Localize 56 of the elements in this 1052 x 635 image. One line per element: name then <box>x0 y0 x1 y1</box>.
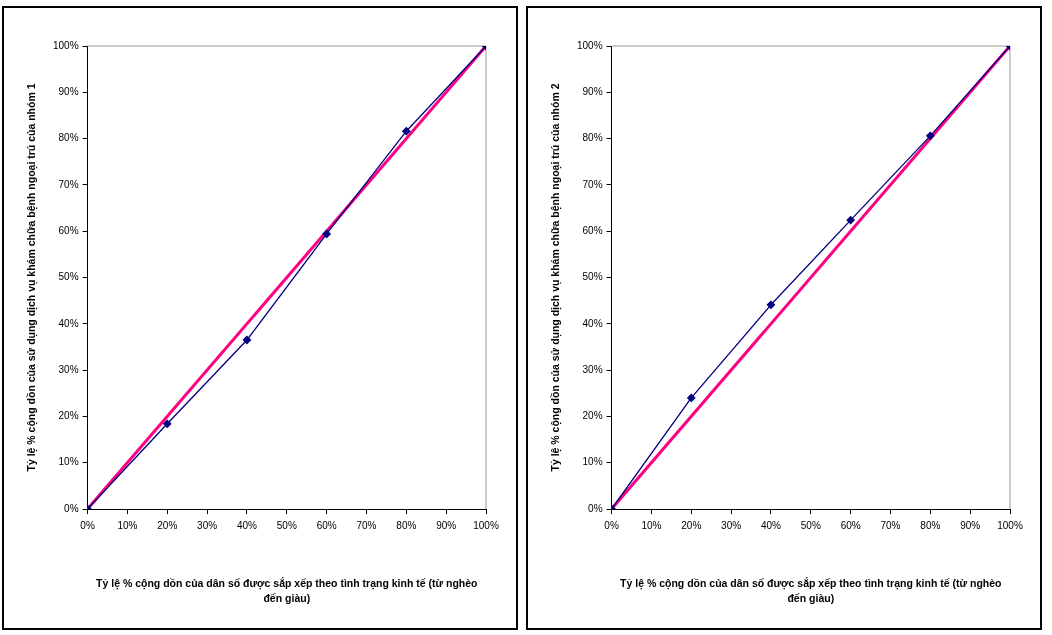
x-tick-label: 20% <box>157 519 178 531</box>
x-tick-label: 60% <box>316 519 337 531</box>
y-tick-label: 40% <box>58 317 79 329</box>
point <box>402 127 411 136</box>
x-tick-label: 80% <box>396 519 417 531</box>
x-tick-label: 70% <box>356 519 377 531</box>
y-tick-label: 40% <box>582 317 603 329</box>
x-tick-label: 60% <box>840 519 861 531</box>
y-tick-label: 60% <box>582 224 603 236</box>
x-axis-title: Tỷ lệ % cộng dồn của dân số được sắp xếp theo tình trạng kinh tế (từ nghèo đến giàu) <box>96 576 478 604</box>
point <box>687 393 696 403</box>
y-tick-label: 70% <box>582 178 603 190</box>
point <box>766 300 776 309</box>
x-axis-title: Tỷ lệ % cộng dồn của dân số được sắp xếp theo tình trạng kinh tế (từ nghèo đến giàu) <box>620 576 1002 604</box>
x-tick-label: 0% <box>604 519 619 531</box>
x-tick-label: 20% <box>681 519 702 531</box>
point <box>242 335 252 345</box>
y-tick-label: 50% <box>58 271 79 283</box>
y-tick-label: 0% <box>64 502 79 514</box>
y-tick-label: 10% <box>58 456 79 468</box>
y-tick-label: 80% <box>58 132 79 144</box>
x-tick-label: 100% <box>997 519 1023 531</box>
x-tick-label: 80% <box>920 519 941 531</box>
y-tick-label: 70% <box>58 178 79 190</box>
point <box>322 229 331 239</box>
point <box>163 419 172 428</box>
x-tick-label: 100% <box>473 519 499 531</box>
y-tick-label: 20% <box>58 410 79 422</box>
y-axis-title: Tỷ lệ % cộng dồn của sử dụng dịch vụ khám chữa bệnh ngoại trú của nhóm 2 <box>548 83 562 472</box>
x-tick-label: 50% <box>276 519 297 531</box>
y-tick-label: 90% <box>582 86 603 98</box>
x-tick-label: 40% <box>760 519 782 531</box>
y-tick-label: 30% <box>58 363 79 375</box>
x-tick-label: 40% <box>236 519 258 531</box>
y-axis-title: Tỷ lệ % cộng dồn của sử dụng dịch vụ khám chữa bệnh ngoại trú của nhóm 1 <box>24 83 38 472</box>
x-tick-label: 70% <box>880 519 901 531</box>
x-tick-label: 90% <box>960 519 981 531</box>
x-tick-label: 10% <box>117 519 138 531</box>
x-tick-label: 0% <box>80 519 95 531</box>
y-tick-label: 90% <box>58 86 79 98</box>
y-tick-label: 0% <box>588 502 603 514</box>
y-tick-label: 20% <box>582 410 603 422</box>
x-tick-label: 30% <box>721 519 742 531</box>
point <box>926 131 935 140</box>
y-tick-label: 30% <box>582 363 603 375</box>
x-tick-label: 30% <box>197 519 218 531</box>
point <box>846 215 855 225</box>
y-tick-label: 100% <box>577 39 603 51</box>
y-tick-label: 80% <box>582 132 603 144</box>
y-tick-label: 10% <box>582 456 603 468</box>
x-tick-label: 10% <box>641 519 662 531</box>
y-tick-label: 60% <box>58 224 79 236</box>
y-tick-label: 50% <box>582 271 603 283</box>
x-tick-label: 50% <box>800 519 821 531</box>
y-tick-label: 100% <box>53 39 79 51</box>
x-tick-label: 90% <box>436 519 457 531</box>
